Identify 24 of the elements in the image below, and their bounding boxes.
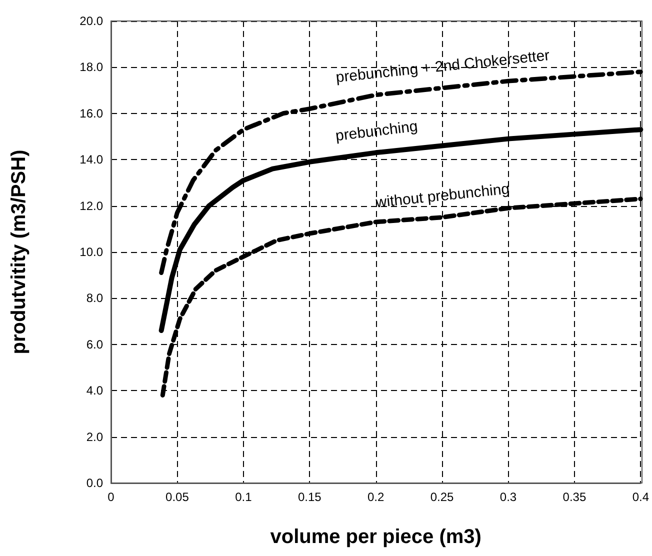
y-axis-title: produtvitity (m3/PSH): [8, 150, 30, 354]
y-tick-label: 20.0: [80, 14, 104, 28]
y-tick-label: 8.0: [86, 291, 104, 306]
x-tick-label: 0: [108, 490, 115, 504]
x-tick-label: 0.3: [500, 490, 517, 504]
y-tick-label: 10.0: [80, 245, 104, 259]
x-tick-label: 0.1: [235, 490, 252, 504]
x-axis-title: volume per piece (m3): [270, 526, 482, 548]
text: prebunching: [334, 118, 419, 145]
x-tick-label: 0.35: [562, 490, 586, 504]
text: without prebunching: [374, 180, 510, 212]
y-tick-label: 4.0: [86, 384, 104, 398]
y-tick-label: 12.0: [80, 198, 104, 213]
x-tick-label: 0.2: [367, 490, 384, 504]
y-tick-label: 0.0: [86, 476, 104, 490]
y-tick-label: 14.0: [80, 152, 104, 167]
x-tick-label: 0.05: [166, 490, 190, 504]
x-tick-label: 0.15: [298, 490, 322, 504]
x-tick-label: 0.25: [430, 490, 454, 504]
y-tick-label: 16.0: [80, 106, 104, 120]
y-tick-label: 2.0: [86, 430, 104, 444]
x-tick-label: 0.4: [632, 490, 650, 504]
y-tick-label: 18.0: [80, 60, 104, 74]
y-tick-label: 6.0: [86, 337, 104, 352]
